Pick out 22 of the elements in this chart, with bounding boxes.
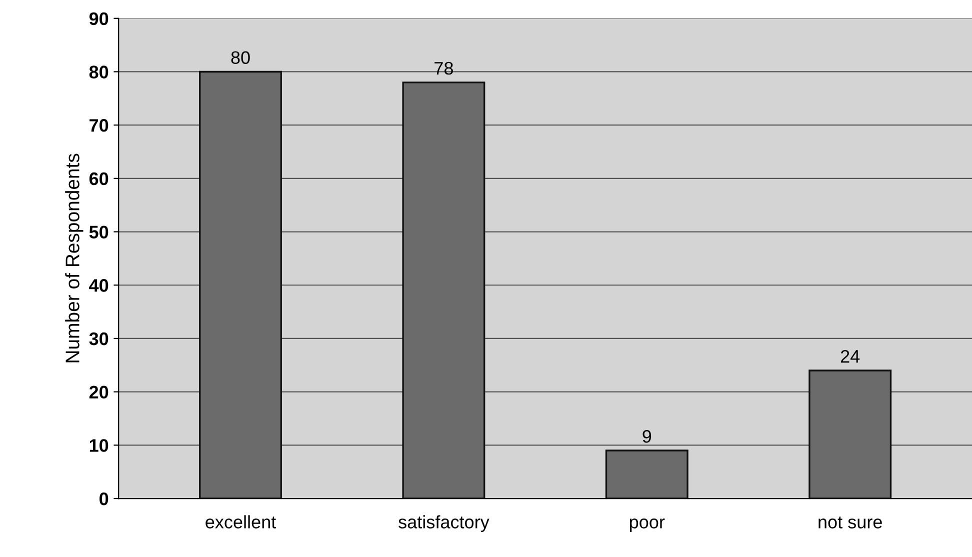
data-label: 80 [231,51,250,64]
x-tick-label: poor [630,518,665,532]
y-tick-label: 10 [90,439,108,452]
bar [605,450,688,499]
x-tick-label: not sure [818,516,882,528]
y-tick-label: 50 [89,226,108,238]
y-tick-label: 70 [90,119,108,132]
bar [199,70,282,499]
x-tick-label: satisfactory [398,515,490,532]
bar [808,370,892,499]
data-label: 9 [642,430,652,443]
y-tick-label: 60 [89,172,108,186]
y-axis-title: Number of Respondents [65,154,84,362]
bar [402,82,486,499]
y-tick-label: 80 [89,66,108,78]
x-tick-label: excellent [206,515,276,528]
y-tick-label: 90 [89,12,108,26]
y-tick-label: 20 [89,386,108,399]
y-tick-label: 0 [100,492,108,506]
data-label: 24 [840,350,860,363]
y-tick-label: 30 [89,332,108,346]
y-tick-label: 40 [89,279,108,292]
